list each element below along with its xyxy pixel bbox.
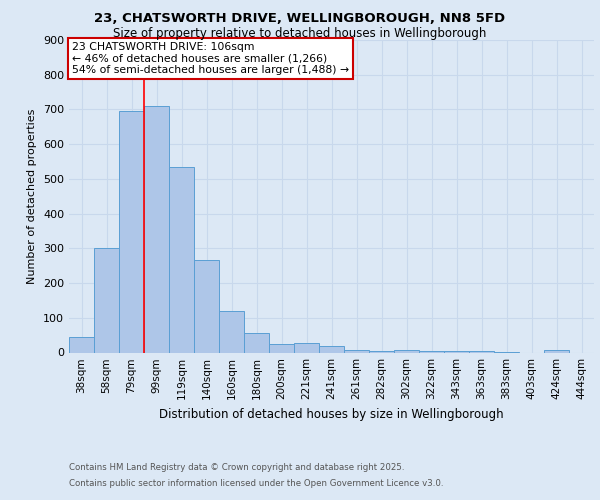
Text: 23 CHATSWORTH DRIVE: 106sqm
← 46% of detached houses are smaller (1,266)
54% of : 23 CHATSWORTH DRIVE: 106sqm ← 46% of det… <box>71 42 349 75</box>
Bar <box>244 332 269 352</box>
Bar <box>344 350 369 352</box>
Bar <box>69 337 94 352</box>
Bar <box>319 346 344 352</box>
Bar <box>469 351 494 352</box>
Text: 23, CHATSWORTH DRIVE, WELLINGBOROUGH, NN8 5FD: 23, CHATSWORTH DRIVE, WELLINGBOROUGH, NN… <box>94 12 506 26</box>
Text: Size of property relative to detached houses in Wellingborough: Size of property relative to detached ho… <box>113 28 487 40</box>
Text: Contains HM Land Registry data © Crown copyright and database right 2025.: Contains HM Land Registry data © Crown c… <box>69 464 404 472</box>
Bar <box>394 350 419 352</box>
Y-axis label: Number of detached properties: Number of detached properties <box>28 108 37 284</box>
X-axis label: Distribution of detached houses by size in Wellingborough: Distribution of detached houses by size … <box>159 408 504 421</box>
Bar <box>219 311 244 352</box>
Bar <box>269 344 294 352</box>
Bar <box>144 106 169 352</box>
Bar <box>294 343 319 352</box>
Bar <box>119 111 144 352</box>
Bar <box>419 351 444 352</box>
Bar <box>169 166 194 352</box>
Bar <box>194 260 219 352</box>
Text: Contains public sector information licensed under the Open Government Licence v3: Contains public sector information licen… <box>69 478 443 488</box>
Bar <box>94 248 119 352</box>
Bar <box>369 351 394 352</box>
Bar <box>544 350 569 352</box>
